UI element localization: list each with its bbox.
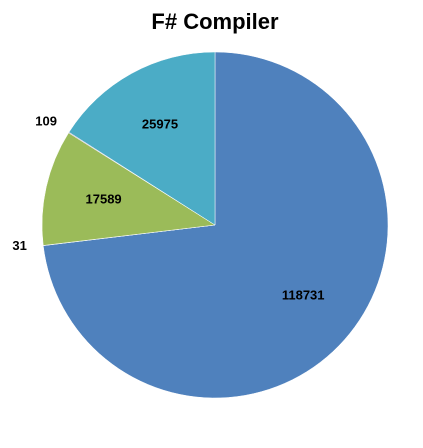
pie-slice-17589 [41,132,216,246]
pie-slices [41,51,389,399]
data-label-109: 109 [35,113,57,128]
chart-title: F# Compiler [151,9,279,34]
pie-slice-118731 [42,51,389,399]
data-label-25975: 25975 [142,116,178,131]
data-label-17589: 17589 [86,191,122,206]
pie-data-labels: 118731 31 17589 109 25975 [12,113,324,302]
data-label-31: 31 [12,238,26,253]
data-label-118731: 118731 [282,288,325,303]
pie-slice-25975 [68,51,216,226]
